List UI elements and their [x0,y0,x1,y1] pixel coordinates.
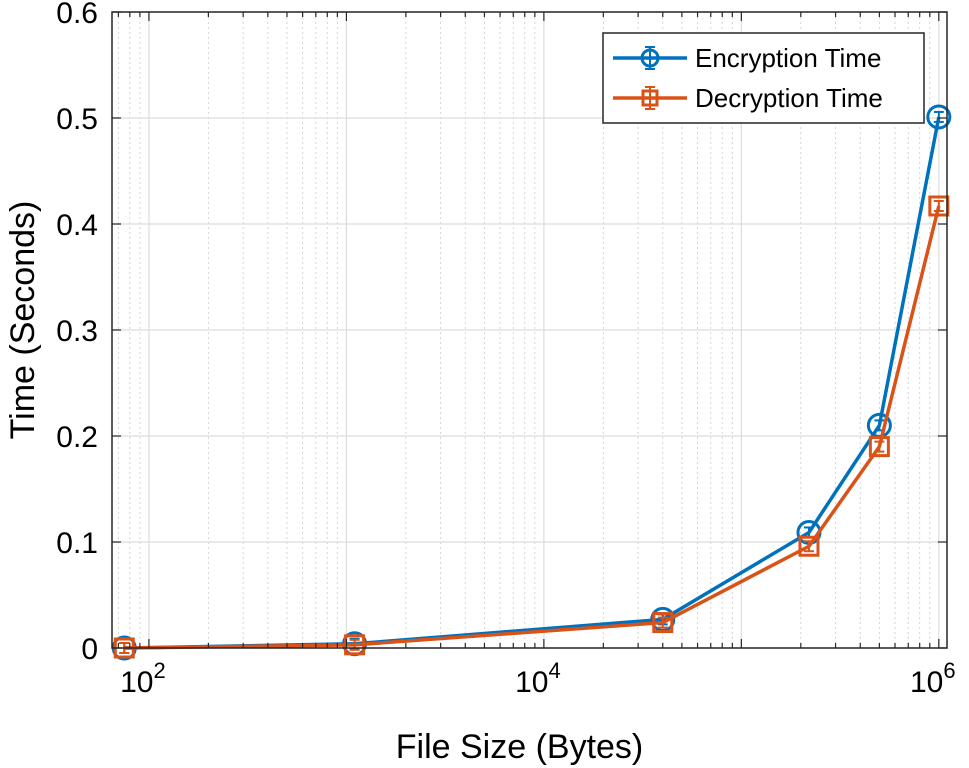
legend-box [602,32,925,124]
data-point-square [798,535,820,557]
plot-series [111,104,952,661]
legend-label: Encryption Time [695,43,881,73]
y-tick-label: 0.1 [56,527,98,560]
data-point-square [652,612,674,634]
legend-marker-square [641,89,659,107]
data-point-square [344,634,366,656]
legend-label: Decryption Time [695,83,883,113]
data-point-circle [926,104,952,130]
y-tick-label: 0.4 [56,209,98,242]
series-line-encryption-time [124,116,941,650]
y-tick-label: 0.3 [56,315,98,348]
x-axis-label: File Size (Bytes) [396,728,644,766]
legend: Encryption Time Decryption Time [602,32,925,124]
x-tick-label: 104 [515,658,561,699]
y-tick-label: 0.2 [56,421,98,454]
data-point-square [868,436,890,458]
y-tick-label: 0.6 [56,0,98,30]
x-tick-label: 102 [120,658,166,699]
y-tick-label: 0 [81,633,98,666]
y-tick-label: 0.5 [56,103,98,136]
data-point-square [928,195,950,217]
x-tick-label: 106 [910,658,956,699]
series-line-decryption-time [124,205,941,650]
legend-marker-circle [640,48,660,68]
axis-ticks: 0 0.1 0.2 0.3 0.4 0.5 0.6 102 104 106 [56,0,955,699]
y-axis-label: Time (Seconds) [4,201,42,440]
